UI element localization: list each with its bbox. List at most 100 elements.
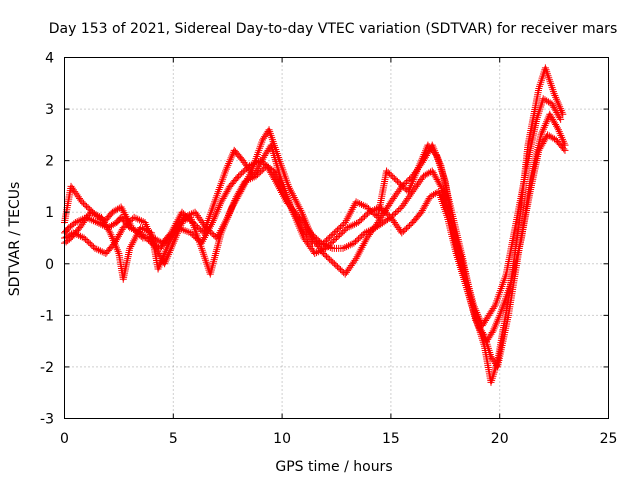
data-point: [131, 227, 139, 235]
y-tick-label: 1: [45, 205, 54, 221]
data-point: [329, 237, 337, 245]
data-point: [321, 238, 329, 246]
data-point: [356, 200, 364, 208]
data-points: [61, 64, 569, 386]
data-point: [390, 174, 398, 182]
data-point: [334, 233, 342, 241]
x-tick-label: 5: [169, 431, 178, 447]
data-point: [333, 234, 340, 242]
data-point: [130, 213, 138, 221]
data-point: [323, 252, 331, 260]
data-point: [401, 185, 409, 193]
data-point: [371, 210, 379, 218]
data-point: [330, 229, 338, 237]
data-point: [398, 182, 406, 190]
data-point: [83, 202, 91, 210]
data-point: [395, 179, 403, 187]
data-point: [73, 231, 81, 239]
data-point: [137, 224, 145, 232]
data-point: [69, 229, 77, 237]
data-point: [368, 207, 376, 215]
data-point: [178, 208, 186, 216]
data-point: [316, 247, 324, 255]
data-point: [187, 217, 195, 225]
data-point: [393, 207, 401, 215]
x-tick-label: 0: [60, 431, 69, 447]
data-point: [355, 235, 363, 243]
data-point: [313, 249, 321, 257]
data-point: [88, 216, 96, 224]
data-point: [323, 236, 331, 244]
data-point: [307, 237, 315, 245]
data-point: [395, 206, 403, 214]
data-point: [195, 224, 203, 232]
data-point: [383, 167, 391, 175]
data-point: [76, 232, 84, 240]
data-point: [366, 206, 374, 214]
data-point: [136, 216, 144, 224]
data-point: [71, 219, 79, 227]
data-point: [337, 223, 345, 231]
data-point: [236, 171, 244, 179]
data-point: [93, 245, 101, 253]
data-point: [208, 230, 216, 238]
data-point: [392, 209, 400, 217]
data-point: [343, 243, 351, 251]
data-point: [322, 244, 330, 252]
data-point: [128, 224, 136, 232]
data-point: [363, 203, 371, 211]
data-point: [257, 168, 265, 176]
data-point: [130, 225, 138, 233]
data-point: [384, 168, 392, 176]
data-point: [181, 211, 189, 219]
data-point: [379, 206, 387, 214]
data-point: [404, 223, 412, 231]
data-point: [488, 329, 496, 337]
y-axis-ticks: -3 -2 -1 0 1 2 3 4: [40, 51, 609, 428]
data-point: [356, 217, 364, 225]
data-point: [238, 169, 246, 177]
data-point: [132, 214, 140, 222]
data-point: [399, 227, 407, 235]
data-point: [333, 263, 341, 271]
x-axis-ticks: 0 5 10 15 20 25: [60, 57, 617, 447]
data-point: [384, 210, 392, 218]
data-point: [324, 235, 332, 243]
data-point: [207, 228, 215, 236]
data-point: [239, 168, 247, 176]
data-point: [134, 230, 142, 238]
data-point: [339, 228, 347, 236]
data-point: [100, 249, 108, 257]
y-tick-label: 4: [45, 51, 54, 67]
data-point: [184, 214, 192, 222]
x-tick-label: 10: [273, 431, 291, 447]
data-point: [557, 115, 565, 123]
data-point: [90, 210, 98, 218]
data-point: [360, 213, 368, 221]
y-tick-label: -1: [40, 308, 54, 324]
data-point: [136, 231, 144, 239]
y-tick-label: 2: [45, 154, 54, 170]
data-point: [351, 256, 359, 264]
data-point: [350, 239, 358, 247]
y-tick-label: 0: [45, 257, 54, 273]
y-tick-label: 3: [45, 102, 54, 118]
data-point: [352, 198, 360, 206]
data-point: [560, 145, 568, 153]
data-point: [331, 235, 339, 243]
data-point: [330, 260, 338, 268]
data-point: [490, 303, 498, 311]
data-point: [85, 238, 93, 246]
data-point: [84, 204, 92, 212]
data-point: [333, 226, 341, 234]
data-point: [351, 238, 359, 246]
data-point: [324, 254, 332, 262]
data-point: [358, 232, 366, 240]
data-point: [326, 233, 334, 241]
data-point: [325, 241, 333, 249]
data-point: [86, 205, 94, 213]
data-point: [121, 222, 129, 230]
data-point: [359, 214, 367, 222]
data-point: [354, 219, 362, 227]
